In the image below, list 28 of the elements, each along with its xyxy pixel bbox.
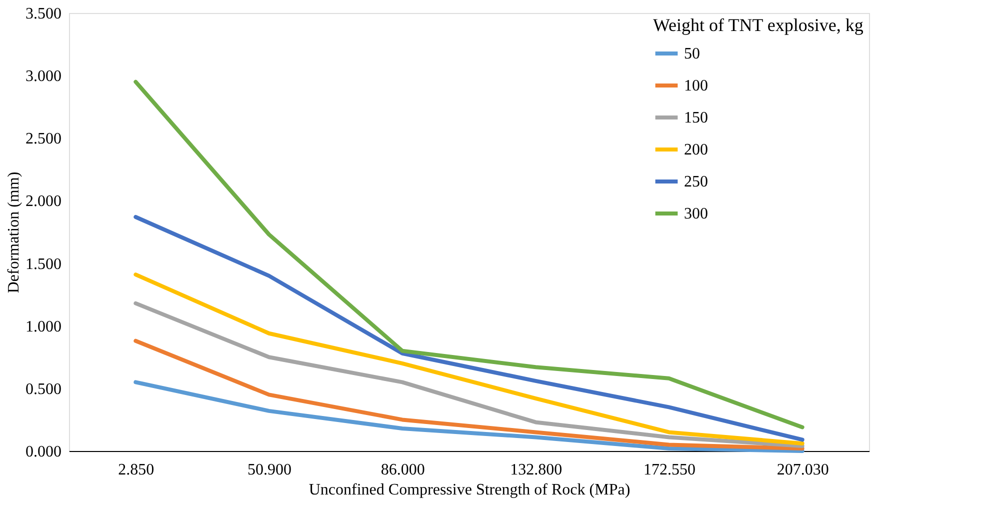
y-tick-label: 3.500 — [26, 6, 62, 22]
y-axis-title: Deformation (mm) — [6, 172, 22, 294]
x-axis-title: Unconfined Compressive Strength of Rock (MPa) — [308, 482, 630, 498]
legend-label: 300 — [684, 206, 708, 222]
line-series — [134, 301, 804, 448]
x-tick-label: 50.900 — [248, 462, 292, 478]
line-series — [134, 380, 804, 453]
legend-label: 50 — [684, 46, 700, 62]
legend-label: 200 — [684, 142, 708, 158]
x-tick-label: 2.850 — [118, 462, 154, 478]
x-tick-label: 207.030 — [776, 462, 829, 478]
legend-label: 150 — [684, 110, 708, 126]
x-tick-label: 132.800 — [510, 462, 562, 478]
x-tick-label: 86.000 — [380, 462, 425, 478]
y-tick-label: 2.000 — [26, 193, 62, 210]
legend-label: 100 — [684, 78, 708, 94]
line-series — [134, 338, 804, 450]
line-series — [134, 80, 804, 430]
y-tick-label: 0.000 — [26, 444, 62, 460]
y-tick-label: 0.500 — [26, 380, 62, 398]
legend-title: Weight of TNT explosive, kg — [653, 15, 864, 35]
y-tick-label: 1.500 — [26, 256, 62, 273]
line-series — [134, 272, 804, 446]
y-tick-label: 3.000 — [26, 68, 62, 86]
legend-label: 250 — [684, 174, 708, 190]
y-tick-label: 1.000 — [26, 318, 62, 336]
y-tick-label: 2.500 — [26, 130, 62, 148]
x-tick-label: 172.550 — [644, 462, 696, 478]
